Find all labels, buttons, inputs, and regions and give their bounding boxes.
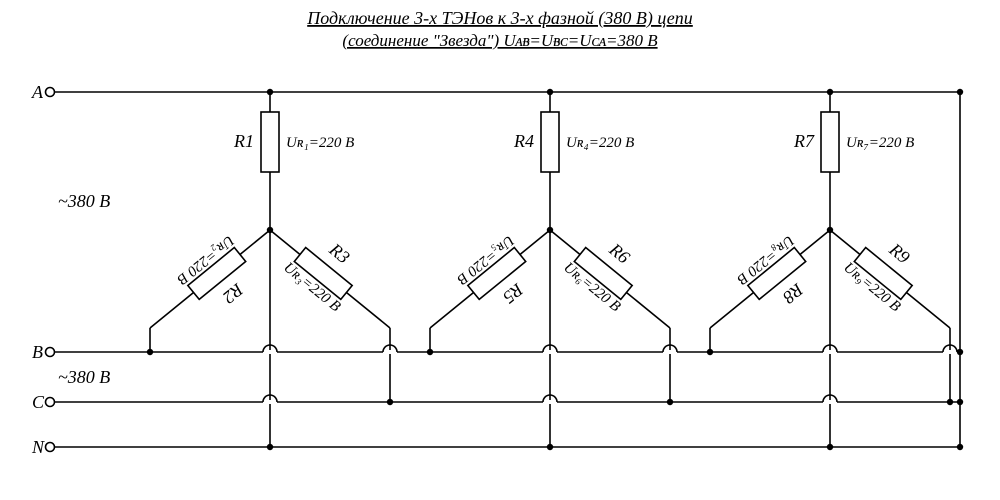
- svg-text:R9: R9: [885, 239, 914, 268]
- svg-text:R2: R2: [219, 279, 248, 308]
- svg-text:Uʀ₇=220 В: Uʀ₇=220 В: [846, 135, 914, 151]
- svg-text:R8: R8: [779, 279, 808, 308]
- svg-text:N: N: [31, 437, 45, 457]
- svg-text:~380 В: ~380 В: [58, 367, 110, 387]
- svg-text:R7: R7: [793, 131, 815, 151]
- svg-text:Uʀ₄=220 В: Uʀ₄=220 В: [566, 135, 634, 151]
- svg-text:R3: R3: [325, 239, 354, 268]
- svg-text:C: C: [32, 392, 45, 412]
- svg-text:R1: R1: [233, 131, 254, 151]
- svg-text:(соединение "Звезда") Uᴀᴃ=Uᴃᴄ=: (соединение "Звезда") Uᴀᴃ=Uᴃᴄ=Uᴄᴀ=380 В: [342, 31, 658, 50]
- svg-text:Uʀ₁=220 В: Uʀ₁=220 В: [286, 135, 354, 151]
- svg-text:R4: R4: [513, 131, 534, 151]
- svg-text:R5: R5: [499, 279, 528, 308]
- svg-text:Подключение 3-х ТЭНов к 3-х фа: Подключение 3-х ТЭНов к 3-х фазной (380 …: [306, 8, 693, 29]
- svg-text:~380 В: ~380 В: [58, 191, 110, 211]
- svg-text:B: B: [32, 342, 43, 362]
- svg-text:R6: R6: [605, 239, 634, 268]
- svg-text:A: A: [31, 82, 44, 102]
